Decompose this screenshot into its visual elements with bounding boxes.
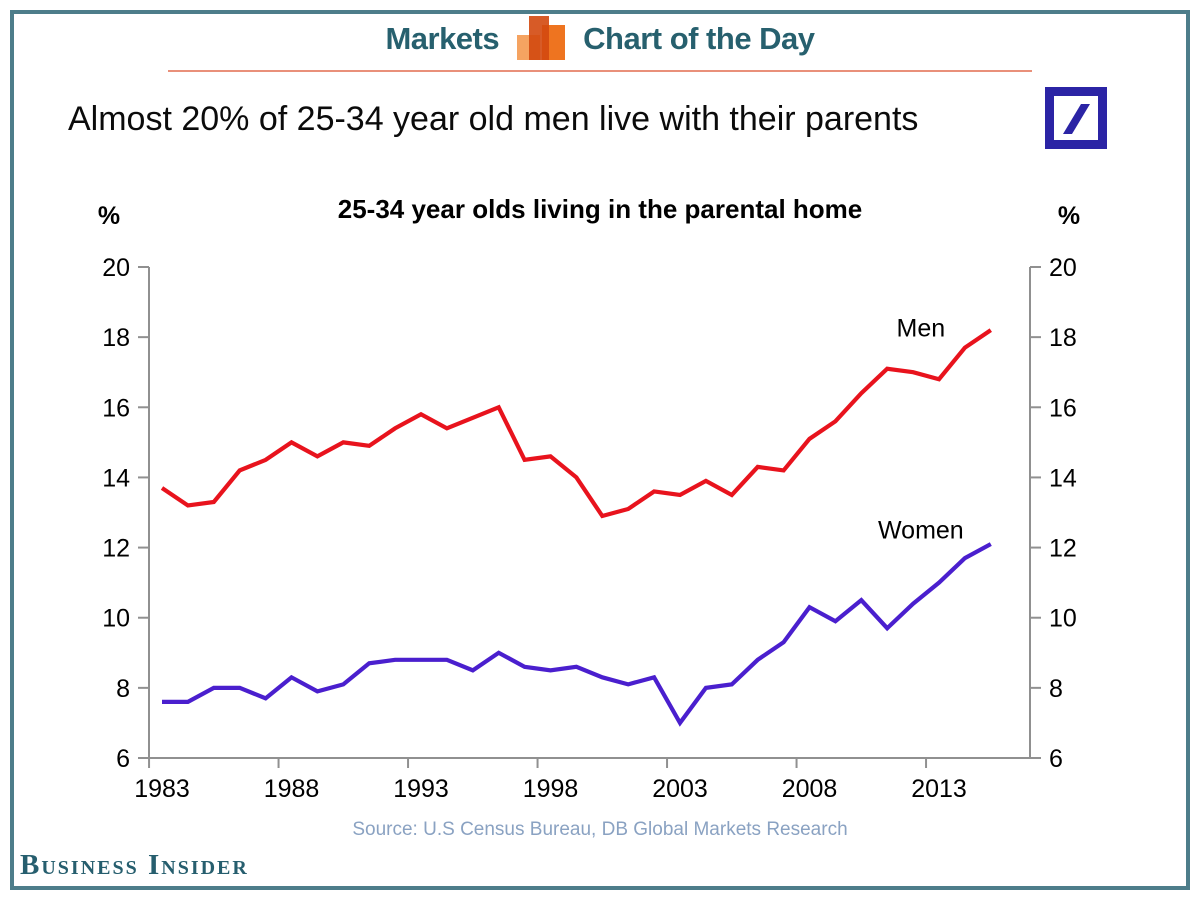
left-axis-tick-label: 20: [102, 254, 130, 282]
right-axis-tick-label: 14: [1049, 464, 1077, 492]
right-axis-unit-label: %: [1057, 202, 1081, 230]
right-axis-tick-label: 6: [1049, 745, 1063, 773]
x-axis-tick-label: 1993: [393, 775, 449, 803]
right-axis-tick-label: 20: [1049, 254, 1077, 282]
women-line: [162, 542, 992, 727]
right-axis-tick-label: 16: [1049, 394, 1077, 422]
left-axis-tick-label: 18: [102, 324, 130, 352]
right-axis-tick-label: 18: [1049, 324, 1077, 352]
bar-chart-icon-middle-bar: [529, 16, 550, 60]
left-axis-tick-label: 12: [102, 535, 130, 563]
men-series-label: Men: [897, 315, 946, 343]
men-line: [160, 328, 992, 519]
left-axis-unit-label: %: [97, 202, 121, 230]
x-axis-tick-label: 2008: [782, 775, 838, 803]
source-note: Source: U.S Census Bureau, DB Global Mar…: [352, 819, 848, 840]
left-axis-tick-label: 10: [102, 605, 130, 633]
deutsche-bank-logo-icon: [1045, 87, 1107, 149]
header-divider: [168, 70, 1032, 72]
left-axis-tick-label: 16: [102, 394, 130, 422]
women-series-label: Women: [878, 516, 964, 544]
business-insider-logo: Business Insider: [20, 849, 249, 881]
header: Markets Chart of the Day: [0, 16, 1200, 62]
left-axis-tick-label: 6: [116, 745, 130, 773]
x-axis-tick-label: 1988: [264, 775, 320, 803]
right-axis-tick-label: 12: [1049, 535, 1077, 563]
right-axis-tick-label: 10: [1049, 605, 1077, 633]
x-axis-tick-label: 1998: [523, 775, 579, 803]
header-chart-of-day-label: Chart of the Day: [583, 21, 815, 56]
deutsche-bank-slash-icon: [1063, 104, 1090, 134]
left-axis-tick-label: 14: [102, 464, 130, 492]
bar-chart-icon: [515, 16, 567, 62]
right-axis-tick-label: 8: [1049, 675, 1063, 703]
header-markets-label: Markets: [385, 21, 500, 56]
x-axis-tick-label: 2013: [911, 775, 967, 803]
chart-title: 25-34 year olds living in the parental h…: [337, 194, 863, 224]
headline: Almost 20% of 25-34 year old men live wi…: [68, 100, 919, 138]
x-axis-tick-label: 2003: [652, 775, 708, 803]
left-axis-tick-label: 8: [116, 675, 130, 703]
x-axis-tick-label: 1983: [134, 775, 190, 803]
